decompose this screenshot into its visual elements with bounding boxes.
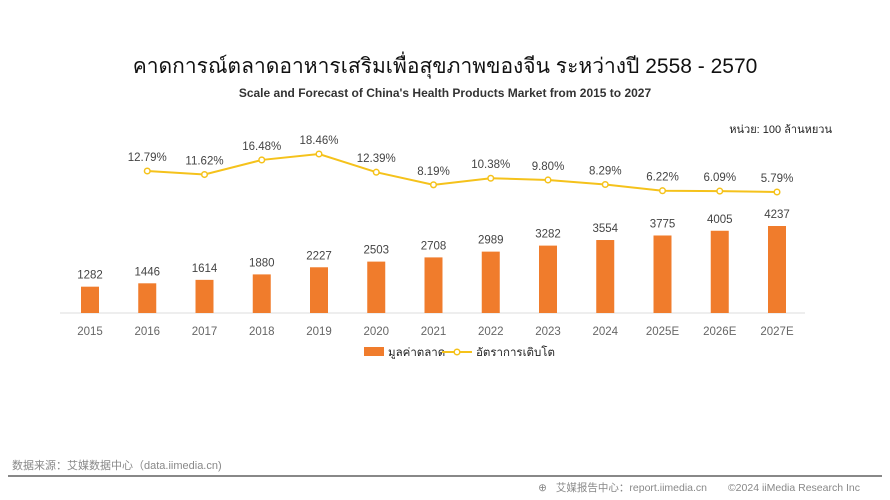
globe-icon: ⊕ [538, 482, 547, 494]
x-tick-2020: 2020 [363, 326, 389, 338]
footer: ⊕ 艾媒报告中心：report.iimedia.cn ©2024 iiMedia… [532, 480, 860, 495]
bar-label-2025E: 3775 [650, 218, 676, 230]
growth-label-2023: 9.80% [532, 161, 565, 173]
x-tick-2023: 2023 [535, 326, 561, 338]
growth-point-2025E [658, 187, 667, 195]
x-tick-2015: 2015 [77, 326, 103, 338]
bar-label-2024: 3554 [592, 223, 618, 235]
x-tick-2019: 2019 [306, 326, 332, 338]
growth-label-2026E: 6.09% [703, 172, 736, 184]
legend-bar-swatch [364, 347, 384, 356]
x-tick-2026E: 2026E [703, 326, 737, 338]
legend-line-marker [453, 348, 461, 356]
bar-label-2020: 2503 [363, 245, 389, 257]
legend-bar-label: มูลค่าตลาด [388, 347, 445, 359]
bar-2027E [768, 226, 786, 313]
bar-2022 [481, 251, 500, 313]
bar-2017 [195, 279, 214, 313]
growth-point-2020 [372, 168, 380, 176]
growth-point-2021 [429, 181, 438, 189]
bar-2023 [539, 245, 557, 313]
x-tick-2025E: 2025E [646, 326, 680, 338]
growth-label-2016: 12.79% [128, 152, 167, 164]
growth-point-2018 [258, 156, 266, 164]
growth-point-2023 [544, 176, 552, 184]
bar-label-2022: 2989 [478, 235, 504, 247]
bar-2020 [367, 261, 386, 313]
growth-point-2017 [200, 170, 209, 179]
x-tick-2024: 2024 [592, 326, 618, 338]
x-tick-2018: 2018 [249, 326, 275, 338]
growth-point-2026E [716, 187, 724, 195]
growth-point-2022 [487, 174, 495, 182]
growth-label-2017: 11.62% [185, 156, 223, 168]
footer-divider [8, 475, 882, 477]
chart-title: คาดการณ์ตลาดอาหารเสริมเพื่อสุขภาพของจีน … [132, 55, 758, 78]
bar-2018 [252, 274, 271, 313]
bar-2024 [596, 240, 615, 313]
growth-label-2020: 12.39% [357, 153, 396, 165]
chart-subtitle: Scale and Forecast of China's Health Pro… [238, 86, 652, 100]
bar-2026E [710, 230, 729, 313]
x-tick-2017: 2017 [192, 326, 218, 338]
growth-line [147, 152, 778, 194]
x-tick-2027E: 2027E [760, 326, 794, 338]
bar-2021 [424, 257, 443, 313]
unit-label: หน่วย: 100 ล้านหยวน [729, 124, 832, 136]
x-tick-2016: 2016 [134, 326, 160, 338]
legend-line-label: อัตราการเติบโต [476, 345, 555, 359]
growth-label-2019: 18.46% [299, 135, 338, 147]
growth-point-2016 [143, 167, 151, 175]
bar-label-2016: 1446 [134, 266, 160, 278]
growth-point-2027E [773, 188, 781, 196]
bar-label-2023: 3282 [535, 229, 561, 241]
bar-2019 [310, 267, 328, 313]
growth-label-2027E: 5.79% [761, 173, 794, 185]
growth-label-2025E: 6.22% [646, 172, 679, 184]
source-note: 数据来源：艾媒数据中心（data.iimedia.cn) [12, 460, 222, 472]
growth-point-2024 [601, 180, 609, 189]
growth-label-2022: 10.38% [471, 159, 510, 171]
bar-label-2021: 2708 [421, 240, 447, 252]
bar-label-2015: 1282 [77, 270, 103, 282]
growth-label-2021: 8.19% [417, 166, 450, 178]
report-link[interactable]: 艾媒报告中心：report.iimedia.cn [555, 482, 708, 494]
growth-label-2024: 8.29% [589, 166, 622, 178]
x-tick-2021: 2021 [421, 326, 447, 338]
bar-2015 [81, 286, 99, 313]
bar-2016 [138, 283, 157, 313]
bar-label-2019: 2227 [306, 250, 332, 262]
bar-2025E [653, 235, 672, 313]
bar-label-2017: 1614 [192, 263, 218, 275]
growth-point-2019 [315, 150, 323, 158]
bar-label-2026E: 4005 [707, 214, 733, 226]
growth-label-2018: 16.48% [242, 141, 281, 153]
bar-label-2027E: 4237 [764, 209, 790, 221]
copyright: ©2024 iiMedia Research Inc [727, 482, 860, 494]
x-tick-2022: 2022 [478, 326, 504, 338]
bar-label-2018: 1880 [249, 257, 275, 269]
